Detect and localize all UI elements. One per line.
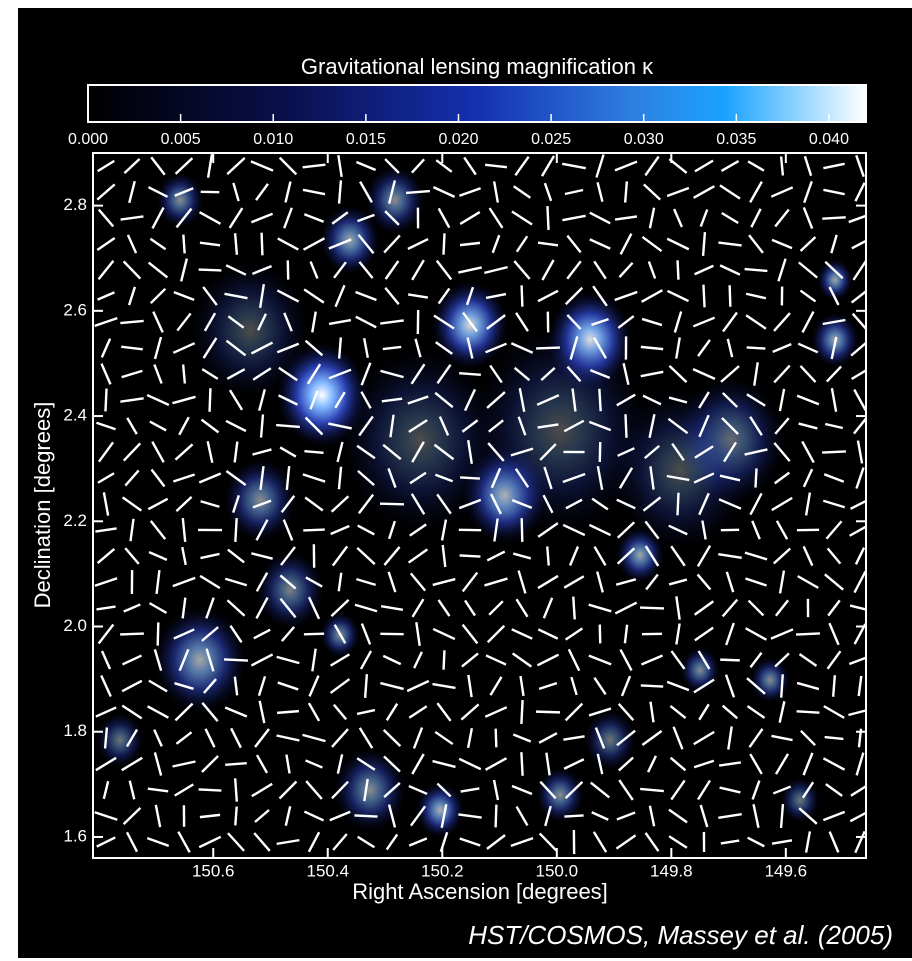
chart: Gravitational lensing magnification κ Ri… (0, 0, 912, 961)
shear-stick (678, 493, 679, 516)
shear-stick (625, 414, 626, 438)
shear-stick (235, 778, 237, 801)
shear-stick (460, 477, 480, 478)
shear-stick (522, 518, 523, 542)
shear-stick (573, 597, 574, 620)
shear-stick (822, 451, 846, 452)
shear-stick (640, 608, 664, 609)
shear-stick (199, 270, 222, 271)
x-tick-label: 150.4 (306, 861, 349, 880)
shear-stick (120, 634, 144, 635)
shear-stick (625, 181, 627, 202)
x-tick-label: 150.6 (192, 861, 235, 880)
shear-stick (797, 711, 820, 712)
shear-stick (158, 622, 159, 645)
x-axis-label: Right Ascension [degrees] (352, 879, 608, 904)
shear-stick (459, 373, 481, 375)
shear-stick (547, 546, 548, 565)
shear-stick (210, 388, 211, 412)
colorbar-tick-label: 0.030 (624, 131, 664, 148)
caption: HST/COSMOS, Massey et al. (2005) (468, 920, 893, 950)
shear-stick (822, 217, 845, 218)
shear-stick (833, 675, 835, 697)
colorbar-tick-label: 0.020 (438, 131, 478, 148)
shear-stick (460, 555, 481, 556)
y-tick-label: 2.0 (63, 616, 87, 635)
shear-stick (304, 634, 324, 635)
x-tick-label: 150.2 (421, 861, 464, 880)
shear-stick (380, 504, 404, 505)
x-tick-label: 149.6 (765, 861, 808, 880)
shear-stick (444, 233, 445, 254)
shear-stick (304, 451, 323, 453)
y-tick-label: 2.8 (63, 195, 87, 214)
density-blob (536, 767, 584, 822)
colorbar-tick-label: 0.025 (531, 131, 571, 148)
colorbar-tick-label: 0.010 (253, 131, 293, 148)
shear-stick (547, 206, 548, 230)
shear-stick (599, 389, 600, 411)
density-blob (334, 749, 406, 832)
shear-stick (303, 530, 324, 531)
shear-stick (755, 468, 756, 487)
shear-stick (262, 233, 263, 256)
shear-stick (703, 285, 704, 308)
shear-stick (496, 805, 497, 828)
density-blob (750, 657, 790, 703)
shear-stick (730, 285, 731, 306)
colorbar-tick-label: 0.000 (68, 131, 108, 148)
density-blob (96, 712, 144, 767)
y-tick-label: 1.8 (63, 721, 87, 740)
density-blob (817, 259, 853, 300)
density-blob (224, 459, 296, 542)
density-blob (780, 777, 820, 823)
y-tick-label: 1.6 (63, 826, 87, 845)
y-tick-label: 2.4 (63, 406, 87, 425)
colorbar-tick-label: 0.040 (809, 131, 849, 148)
y-tick-label: 2.6 (63, 300, 87, 319)
shear-stick (536, 712, 560, 713)
shear-stick (521, 752, 522, 776)
shear-stick (496, 729, 497, 748)
page: Gravitational lensing magnification κ Ri… (0, 0, 912, 961)
shear-stick (641, 685, 663, 686)
shear-stick (720, 660, 740, 661)
shear-stick (199, 789, 222, 790)
shear-stick (522, 285, 523, 306)
shear-stick (521, 700, 522, 724)
shear-stick (536, 348, 560, 349)
y-axis-label: Declination [degrees] (30, 402, 55, 609)
shear-stick (183, 235, 184, 254)
shear-stick (354, 815, 377, 816)
shear-stick (224, 659, 248, 660)
shear-stick (747, 347, 766, 348)
density-blob (156, 172, 204, 227)
shear-stick (678, 260, 679, 279)
shear-stick (781, 674, 782, 697)
shear-stick (564, 815, 583, 816)
shear-stick (105, 389, 106, 412)
colorbar (88, 85, 866, 122)
shear-stick (235, 807, 236, 826)
shear-stick (235, 518, 236, 542)
colorbar-title: Gravitational lensing magnification κ (301, 54, 654, 79)
x-tick-label: 150.0 (536, 861, 579, 880)
shear-stick (796, 633, 820, 634)
shear-stick (339, 337, 341, 358)
x-tick-label: 149.8 (650, 861, 693, 880)
colorbar-tick-label: 0.015 (346, 131, 386, 148)
shear-stick (444, 650, 445, 669)
y-tick-label: 2.2 (63, 511, 87, 530)
density-blob (365, 166, 425, 235)
colorbar-tick-label: 0.005 (161, 131, 201, 148)
colorbar-tick-label: 0.035 (716, 131, 756, 148)
